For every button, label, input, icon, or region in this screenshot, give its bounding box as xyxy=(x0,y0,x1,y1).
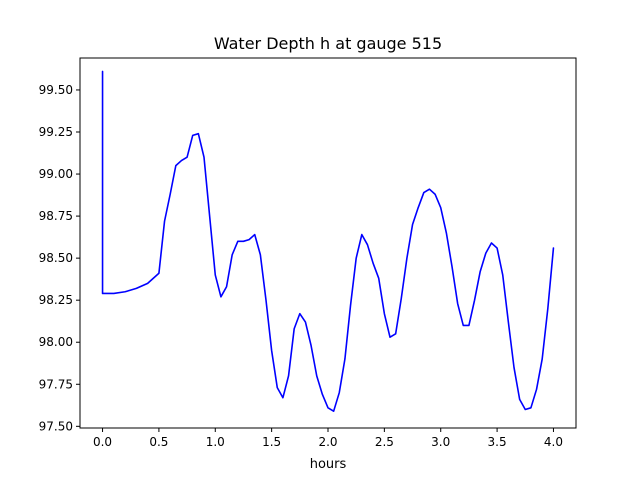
x-tick-label: 2.5 xyxy=(375,435,394,449)
y-tick-label: 99.50 xyxy=(39,83,73,97)
y-tick-label: 97.75 xyxy=(39,377,73,391)
x-tick-label: 2.0 xyxy=(318,435,337,449)
x-tick-label: 0.0 xyxy=(93,435,112,449)
x-axis-label: hours xyxy=(310,457,347,472)
y-tick-label: 97.50 xyxy=(39,419,73,433)
y-axis-ticks: 97.50 97.75 98.00 98.25 98.50 98.75 99.00 99.25… xyxy=(39,83,80,433)
y-tick-label: 99.00 xyxy=(39,167,73,181)
series-line xyxy=(101,70,555,412)
plot-series xyxy=(101,70,555,412)
y-tick-label: 98.25 xyxy=(39,293,73,307)
x-tick-label: 4.0 xyxy=(544,435,563,449)
x-tick-label: 3.5 xyxy=(488,435,507,449)
x-tick-label: 0.5 xyxy=(149,435,168,449)
x-tick-label: 1.5 xyxy=(262,435,281,449)
y-tick-label: 99.25 xyxy=(39,125,73,139)
y-tick-label: 98.00 xyxy=(39,335,73,349)
x-tick-label: 3.0 xyxy=(431,435,450,449)
y-tick-label: 98.50 xyxy=(39,251,73,265)
x-tick-label: 1.0 xyxy=(206,435,225,449)
y-tick-label: 98.75 xyxy=(39,209,73,223)
plot-area-frame xyxy=(79,57,577,429)
x-axis-ticks: 0.0 0.5 1.0 1.5 2.0 2.5 3.0 3.5 4.0 xyxy=(93,428,563,449)
chart-title: Water Depth h at gauge 515 xyxy=(214,34,442,53)
